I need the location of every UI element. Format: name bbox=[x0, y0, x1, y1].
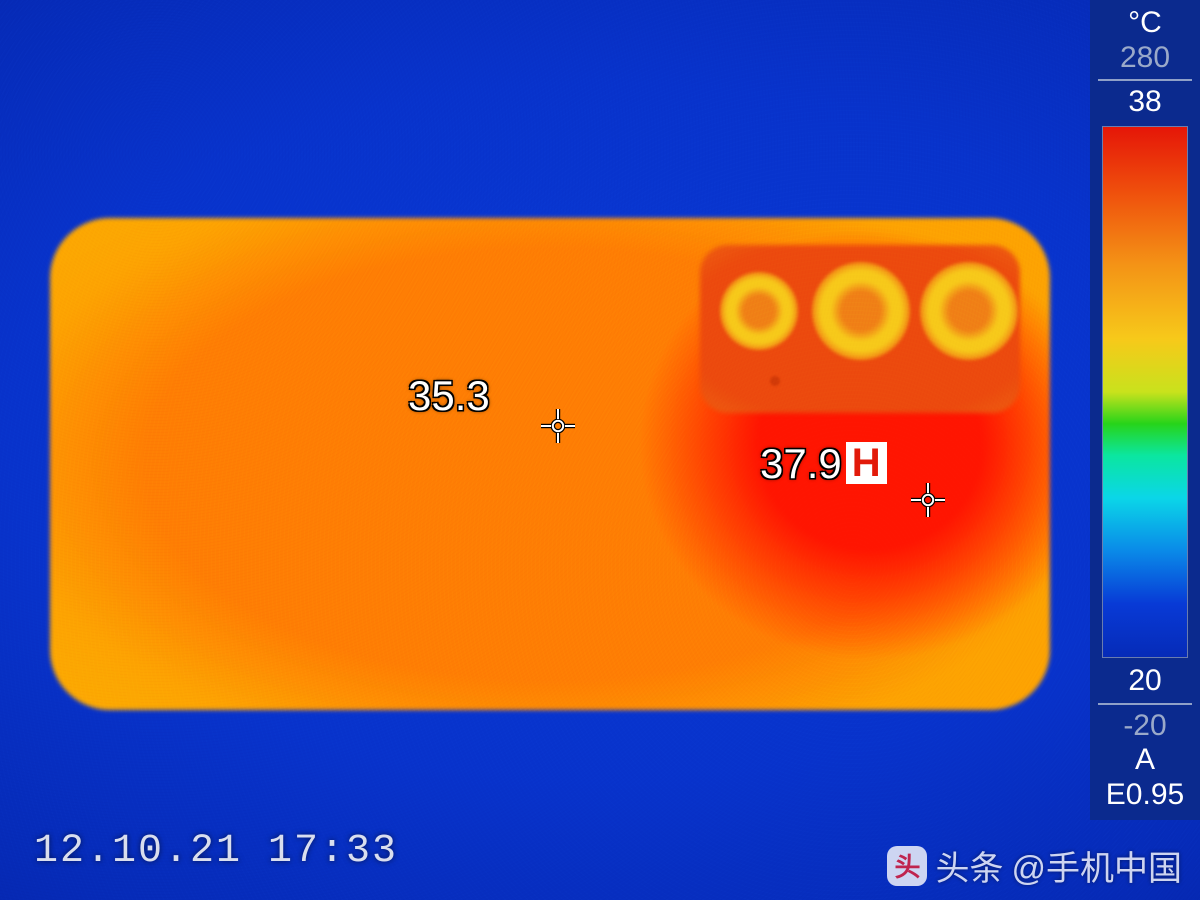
scale-divider-top bbox=[1098, 79, 1192, 81]
toutiao-logo-icon: 头 bbox=[887, 846, 927, 886]
hot-badge: H bbox=[846, 442, 887, 484]
scale-mode: A bbox=[1094, 743, 1196, 778]
center-temp-label: 35.3 bbox=[408, 372, 490, 420]
capture-timestamp: 12.10.21 17:33 bbox=[34, 829, 398, 874]
source-watermark: 头 头条 @手机中国 bbox=[887, 841, 1182, 890]
scale-unit-label: °C bbox=[1094, 6, 1196, 41]
scale-colorbar bbox=[1102, 126, 1188, 659]
scale-outer-min: -20 bbox=[1094, 709, 1196, 744]
thermal-image: 35.3 37.9H bbox=[0, 0, 1200, 900]
watermark-handle: @手机中国 bbox=[1011, 841, 1182, 890]
temperature-scale: °C 280 38 20 -20 A E0.95 bbox=[1090, 0, 1200, 820]
watermark-prefix: 头条 bbox=[935, 841, 1003, 890]
scale-outer-max: 280 bbox=[1094, 41, 1196, 76]
scale-inner-max: 38 bbox=[1094, 85, 1196, 120]
sensor-grain-overlay bbox=[0, 0, 1200, 900]
scale-inner-min: 20 bbox=[1094, 664, 1196, 699]
hot-crosshair-icon bbox=[911, 483, 945, 517]
scale-emissivity: E0.95 bbox=[1094, 778, 1196, 813]
hot-temp-label: 37.9H bbox=[760, 440, 887, 488]
scale-divider-bottom bbox=[1098, 703, 1192, 705]
center-temp-value: 35.3 bbox=[408, 372, 490, 419]
center-crosshair-icon bbox=[541, 409, 575, 443]
hot-temp-value: 37.9 bbox=[760, 440, 842, 487]
